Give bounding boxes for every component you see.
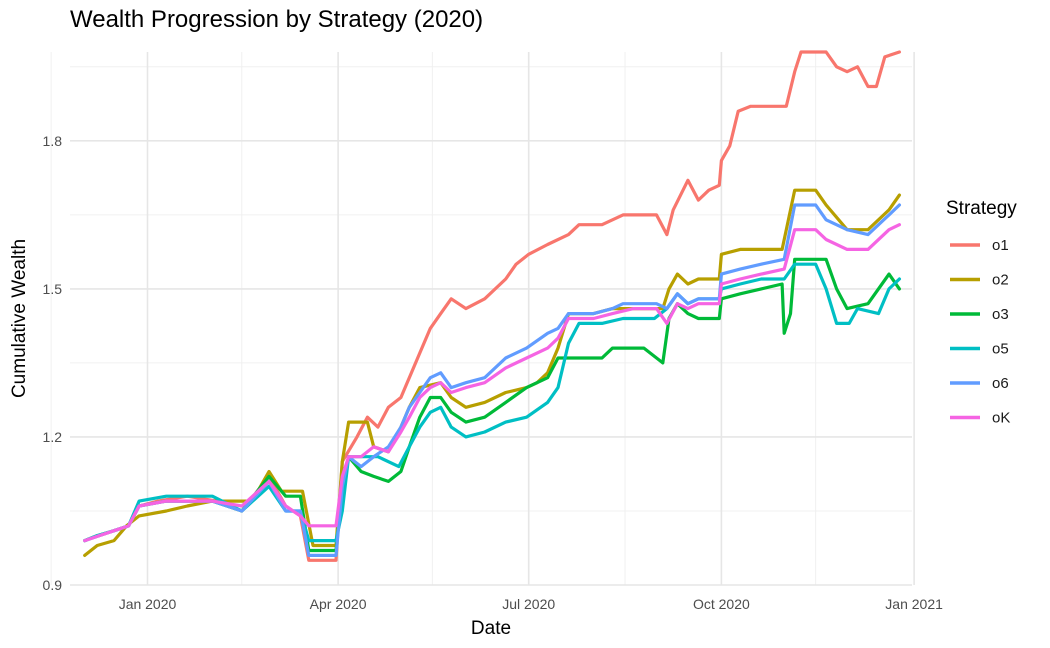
x-tick-label: Jan 2021 [885,596,943,612]
y-axis-ticks: 0.9 1.2 1.5 1.8 [43,133,63,593]
y-axis-title: Cumulative Wealth [9,239,30,398]
series-line-o5 [83,262,901,543]
x-tick-label: Oct 2020 [693,596,750,612]
series-line-oK [83,223,901,543]
y-tick-label: 1.2 [43,429,63,445]
legend-label-o2: o2 [992,272,1009,289]
y-tick-label: 1.8 [43,133,63,149]
series-line-o3 [83,257,901,553]
x-tick-label: Jan 2020 [119,596,177,612]
grid-major [70,52,915,586]
legend-label-o1: o1 [992,237,1009,254]
x-axis-ticks: Jan 2020 Apr 2020 Jul 2020 Oct 2020 Jan 2021 [119,596,943,612]
x-axis-title: Date [471,618,511,639]
legend-title: Strategy [946,198,1017,219]
legend-label-oK: oK [992,410,1010,427]
series-layer [83,50,901,562]
chart-title: Wealth Progression by Strategy (2020) [70,6,484,33]
legend-label-o6: o6 [992,375,1009,392]
y-tick-label: 0.9 [43,577,63,593]
legend-label-o5: o5 [992,341,1009,358]
legend-label-o3: o3 [992,306,1009,323]
y-tick-label: 1.5 [43,281,63,297]
series-line-o1 [83,50,901,562]
x-tick-label: Jul 2020 [502,596,555,612]
x-tick-label: Apr 2020 [310,596,367,612]
legend-items: o1 o2 o3 o5 o6 oK [950,237,1010,427]
series-line-o6 [83,203,901,557]
legend: Strategy o1 o2 o3 o5 o6 oK [946,198,1017,427]
